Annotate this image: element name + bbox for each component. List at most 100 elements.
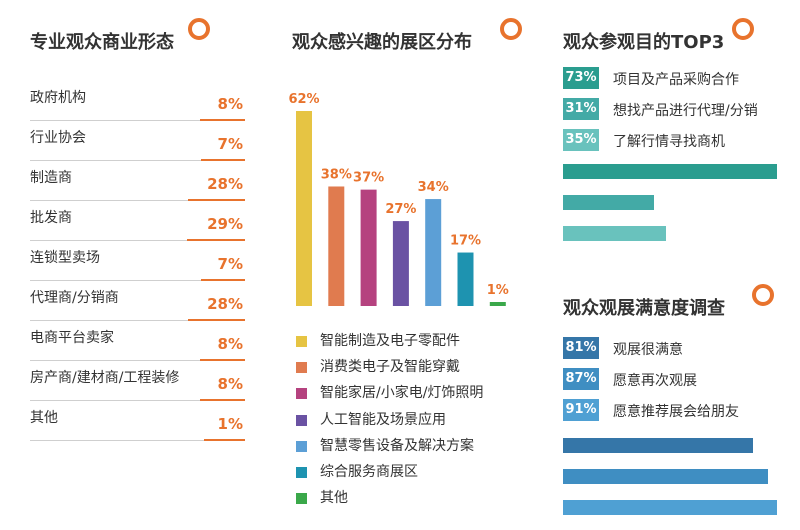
percentage-underline (200, 119, 245, 121)
legend-label: 智能制造及电子零配件 (320, 333, 460, 349)
top3-stat-label: 想找产品进行代理/分销 (613, 103, 758, 119)
divider-line (30, 200, 245, 201)
legend-swatch (296, 388, 307, 400)
audience-type-value: 8% (217, 95, 243, 113)
legend-label: 智能家居/小家电/灯饰照明 (320, 385, 484, 402)
audience-type-row: 批发商 29% (30, 204, 245, 244)
audience-type-label: 代理商/分销商 (30, 290, 119, 306)
audience-type-row: 电商平台卖家 8% (30, 324, 245, 364)
bar-value-label: 34% (418, 180, 449, 195)
bar-5 (457, 252, 474, 306)
satisfaction-bar-1 (563, 469, 768, 484)
satisfaction-bar-0 (563, 438, 754, 453)
audience-type-value: 7% (217, 135, 243, 153)
audience-type-value: 8% (217, 375, 243, 393)
ring-decoration-icon (732, 18, 754, 40)
audience-type-label: 行业协会 (30, 130, 86, 146)
satisfaction-stat-badge: 91% (563, 399, 599, 421)
legend-label: 智慧零售设备及解决方案 (320, 437, 474, 454)
legend-swatch (296, 493, 307, 505)
top3-stat-label: 项目及产品采购合作 (613, 72, 739, 88)
bar-1 (328, 186, 345, 306)
audience-type-row: 行业协会 7% (30, 124, 245, 164)
audience-type-label: 电商平台卖家 (30, 330, 114, 346)
interest-areas-title: 观众感兴趣的展区分布 (292, 32, 472, 53)
satisfaction-stat-label: 愿意再次观展 (613, 373, 697, 389)
legend-swatch (296, 414, 307, 426)
audience-type-label: 批发商 (30, 210, 72, 226)
bar-6 (489, 302, 506, 306)
legend-swatch (296, 336, 307, 347)
percentage-underline (204, 439, 245, 441)
bar-3 (392, 221, 409, 306)
audience-type-label: 连锁型卖场 (30, 250, 100, 266)
audience-type-row: 政府机构 8% (30, 84, 245, 124)
legend-label: 其他 (320, 490, 348, 507)
satisfaction-bar-2 (563, 500, 777, 515)
satisfaction-stat-badge: 87% (563, 368, 599, 390)
ring-decoration-icon (752, 284, 774, 306)
satisfaction-stat-badge: 81% (563, 337, 599, 359)
bar-4 (425, 199, 442, 306)
percentage-underline (200, 279, 245, 281)
divider-line (30, 280, 245, 281)
satisfaction-stat-label: 愿意推荐展会给朋友 (613, 404, 739, 420)
top3-stat-badge: 35% (563, 129, 599, 151)
top3-bar-2 (563, 226, 666, 241)
divider-line (30, 320, 245, 321)
audience-type-row: 其他 1% (30, 404, 245, 444)
satisfaction-title: 观众观展满意度调查 (563, 298, 725, 319)
percentage-underline (200, 359, 245, 361)
audience-type-value: 7% (217, 255, 243, 273)
legend-swatch (296, 362, 307, 374)
top3-stat-badge: 31% (563, 98, 599, 120)
divider-line (30, 120, 245, 121)
bar-value-label: 38% (321, 167, 352, 182)
audience-type-value: 28% (207, 295, 243, 313)
top3-title: 观众参观目的TOP3 (563, 32, 725, 53)
divider-line (30, 400, 245, 401)
divider-line (30, 160, 245, 161)
audience-type-row: 房产商/建材商/工程装修 8% (30, 364, 245, 404)
audience-type-value: 8% (217, 335, 243, 353)
bar-value-label: 37% (353, 171, 384, 186)
bar-value-label: 1% (487, 283, 509, 298)
percentage-underline (187, 199, 245, 201)
audience-type-label: 制造商 (30, 170, 72, 186)
percentage-underline (200, 159, 245, 161)
audience-types-title: 专业观众商业形态 (30, 32, 174, 53)
audience-type-label: 房产商/建材商/工程装修 (30, 370, 180, 386)
audience-type-row: 制造商 28% (30, 164, 245, 204)
legend-label: 综合服务商展区 (320, 463, 418, 480)
legend-label: 消费类电子及智能穿戴 (320, 359, 460, 376)
satisfaction-stat-label: 观展很满意 (613, 342, 683, 358)
top3-stat-label: 了解行情寻找商机 (613, 134, 725, 150)
audience-type-label: 其他 (30, 410, 58, 426)
ring-decoration-icon (188, 18, 210, 40)
audience-type-label: 政府机构 (30, 90, 86, 106)
bar-value-label: 62% (288, 92, 319, 107)
audience-type-row: 代理商/分销商 28% (30, 284, 245, 324)
top3-bar-1 (563, 195, 654, 210)
audience-type-value: 1% (217, 415, 243, 433)
interest-bar-chart: 62% 38% 37% 27%34% 17% 1% (288, 92, 509, 306)
audience-type-value: 28% (207, 175, 243, 193)
bar-0 (296, 111, 312, 306)
bar-2 (360, 189, 377, 306)
percentage-underline (187, 239, 245, 241)
legend-swatch (296, 466, 307, 478)
legend-label: 人工智能及场景应用 (320, 411, 446, 428)
percentage-underline (200, 399, 245, 401)
divider-line (30, 240, 245, 241)
top3-bar-0 (563, 164, 777, 179)
divider-line (30, 440, 245, 441)
ring-decoration-icon (500, 18, 522, 40)
top3-stat-badge: 73% (563, 67, 599, 89)
bar-value-label: 27% (385, 202, 416, 217)
bar-value-label: 17% (450, 234, 481, 249)
percentage-underline (187, 319, 245, 321)
audience-type-value: 29% (207, 215, 243, 233)
audience-type-row: 连锁型卖场 7% (30, 244, 245, 284)
legend-swatch (296, 440, 307, 452)
divider-line (30, 360, 245, 361)
